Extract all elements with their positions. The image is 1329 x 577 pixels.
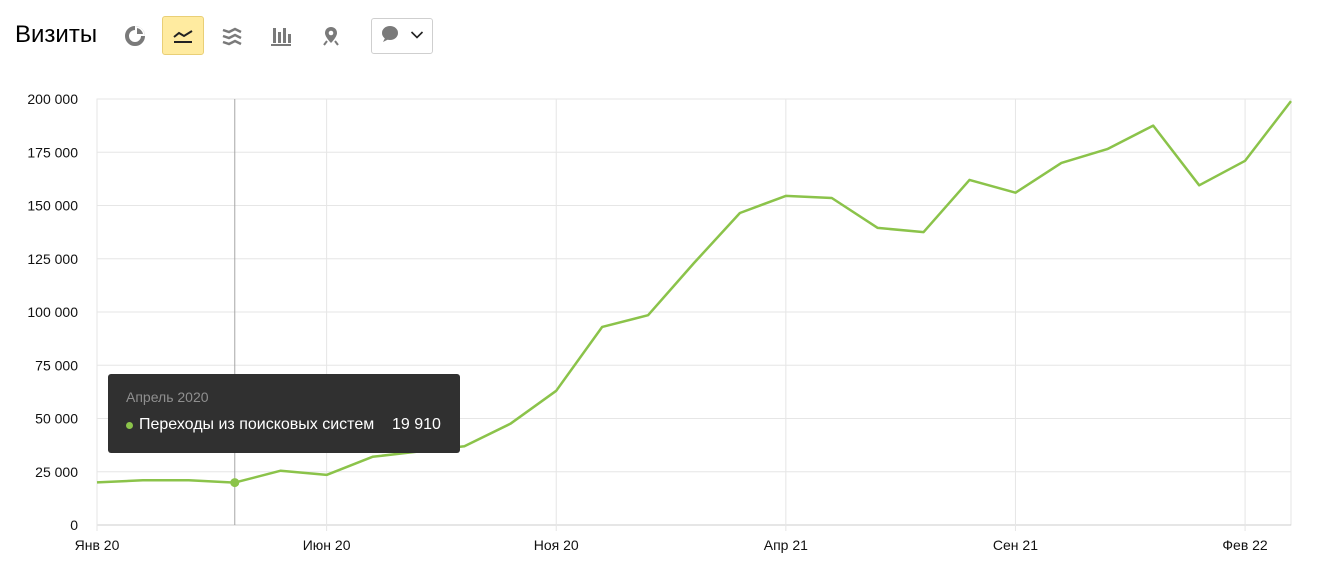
y-tick-label: 75 000: [35, 357, 78, 373]
speech-bubble-icon: [380, 25, 400, 48]
tooltip-date: Апрель 2020: [126, 389, 209, 405]
area-chart-icon: [221, 25, 243, 47]
pie-chart-button[interactable]: [114, 16, 156, 55]
y-tick-label: 175 000: [27, 144, 78, 160]
y-tick-label: 50 000: [35, 411, 78, 427]
pie-chart-icon: [124, 25, 146, 47]
map-button[interactable]: [310, 16, 352, 55]
map-pin-icon: [320, 25, 342, 47]
x-tick-label: Янв 20: [75, 537, 120, 553]
page-title: Визиты: [15, 21, 98, 48]
y-tick-label: 200 000: [27, 91, 78, 107]
series-dot: [126, 422, 133, 429]
tooltip: Апрель 2020 Переходы из поисковых систем…: [108, 374, 460, 453]
toolbar: Визиты: [0, 0, 1329, 72]
y-tick-label: 100 000: [27, 304, 78, 320]
tooltip-series-name: Переходы из поисковых систем: [139, 416, 375, 433]
series-line: [96, 100, 1292, 484]
bar-chart-button[interactable]: [260, 16, 302, 55]
area-chart-button[interactable]: [211, 16, 253, 55]
line-chart-button[interactable]: [162, 16, 204, 55]
x-tick-label: Июн 20: [303, 537, 351, 553]
annotations-dropdown[interactable]: [371, 18, 433, 54]
y-tick-label: 150 000: [27, 198, 78, 214]
x-tick-label: Апр 21: [764, 537, 808, 553]
y-tick-label: 25 000: [35, 464, 78, 480]
tooltip-row: Переходы из поисковых систем 19 910: [126, 415, 460, 435]
line-chart-icon: [172, 25, 194, 47]
tooltip-value: 19 910: [392, 416, 441, 433]
data-point: [230, 478, 240, 488]
visits-line-chart: 0 25 000 50 000 75 000 100 000 125 000 150 000…: [27, 91, 1292, 553]
y-tick-label: 0: [70, 517, 78, 533]
chevron-down-icon: [410, 27, 424, 45]
y-tick-label: 125 000: [27, 251, 78, 267]
x-tick-label: Сен 21: [993, 537, 1038, 553]
x-tick-label: Фев 22: [1222, 537, 1268, 553]
x-tick-label: Ноя 20: [534, 537, 579, 553]
bar-chart-icon: [270, 25, 292, 47]
